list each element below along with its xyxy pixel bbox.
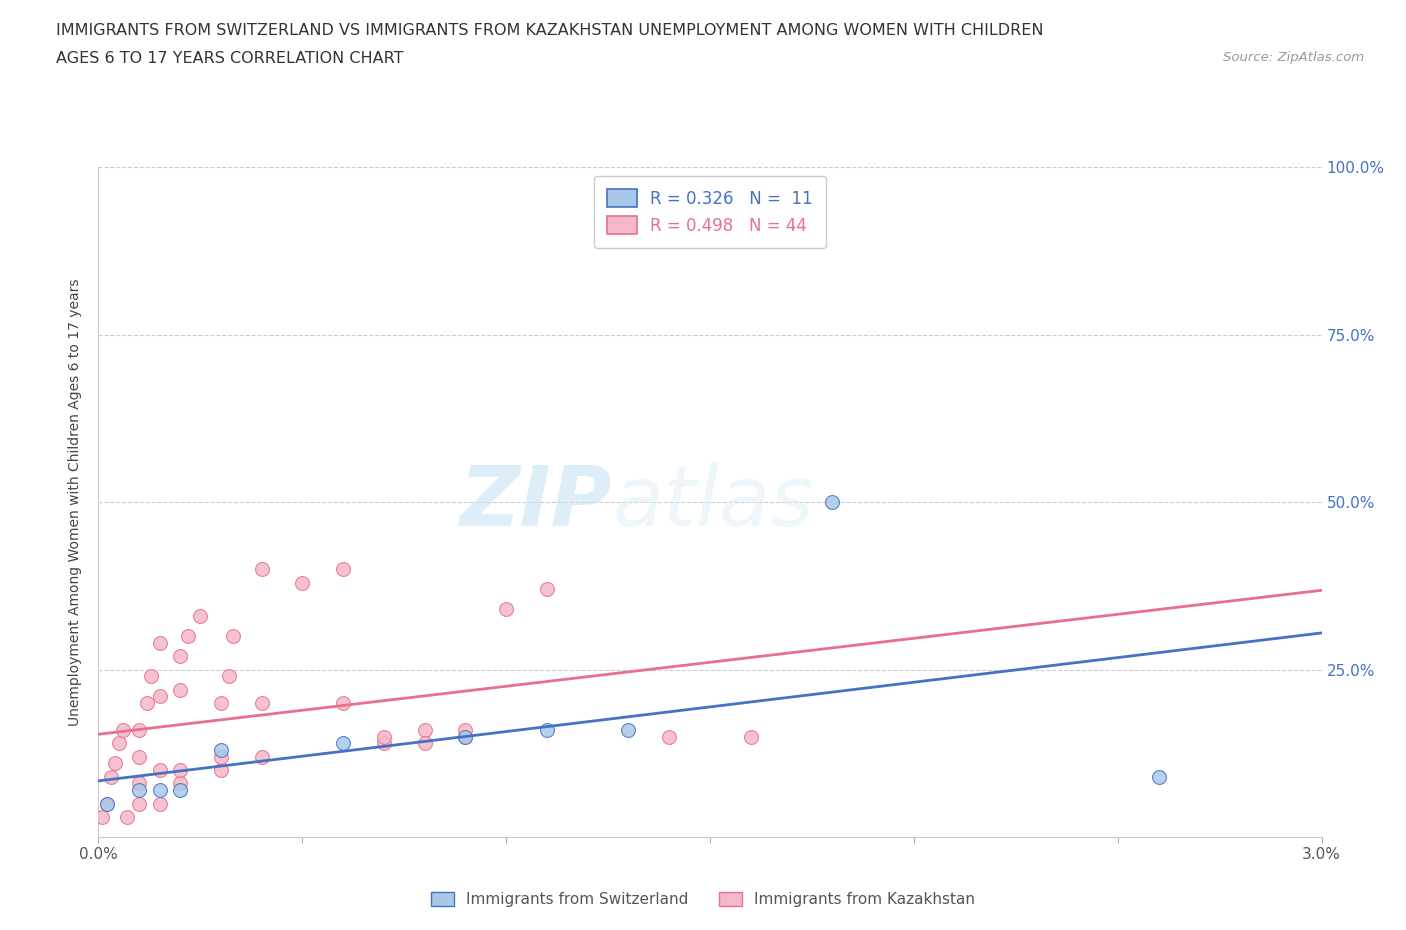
Point <box>209 742 232 757</box>
Point <box>141 669 163 684</box>
Point <box>128 723 150 737</box>
Point <box>209 696 232 711</box>
Point <box>413 723 436 737</box>
Point <box>495 602 517 617</box>
Point <box>169 783 191 798</box>
Y-axis label: Unemployment Among Women with Children Ages 6 to 17 years: Unemployment Among Women with Children A… <box>69 278 83 726</box>
Point <box>209 750 232 764</box>
Point <box>658 729 681 744</box>
Point <box>188 608 212 623</box>
Point <box>169 649 191 664</box>
Point <box>250 750 273 764</box>
Point <box>96 796 118 811</box>
Point <box>332 736 354 751</box>
Point <box>100 769 122 784</box>
Text: AGES 6 TO 17 YEARS CORRELATION CHART: AGES 6 TO 17 YEARS CORRELATION CHART <box>56 51 404 66</box>
Text: IMMIGRANTS FROM SWITZERLAND VS IMMIGRANTS FROM KAZAKHSTAN UNEMPLOYMENT AMONG WOM: IMMIGRANTS FROM SWITZERLAND VS IMMIGRANT… <box>56 23 1043 38</box>
Point <box>454 729 477 744</box>
Point <box>454 723 477 737</box>
Point <box>373 729 395 744</box>
Point <box>96 796 118 811</box>
Point <box>209 763 232 777</box>
Text: atlas: atlas <box>612 461 814 543</box>
Legend: Immigrants from Switzerland, Immigrants from Kazakhstan: Immigrants from Switzerland, Immigrants … <box>425 885 981 913</box>
Point <box>373 736 395 751</box>
Point <box>128 783 150 798</box>
Point <box>149 796 172 811</box>
Legend: R = 0.326   N =  11, R = 0.498   N = 44: R = 0.326 N = 11, R = 0.498 N = 44 <box>593 176 827 248</box>
Point <box>332 562 354 577</box>
Point <box>177 629 200 644</box>
Point <box>104 756 127 771</box>
Point <box>128 796 150 811</box>
Point <box>91 809 114 824</box>
Point <box>108 736 131 751</box>
Point <box>115 809 138 824</box>
Point <box>332 696 354 711</box>
Point <box>169 683 191 698</box>
Text: Source: ZipAtlas.com: Source: ZipAtlas.com <box>1223 51 1364 64</box>
Point <box>454 729 477 744</box>
Point <box>250 696 273 711</box>
Point <box>222 629 245 644</box>
Point <box>617 723 640 737</box>
Text: ZIP: ZIP <box>460 461 612 543</box>
Point <box>1147 769 1170 784</box>
Point <box>149 763 172 777</box>
Point <box>821 495 844 510</box>
Point <box>136 696 159 711</box>
Point <box>169 776 191 790</box>
Point <box>291 575 314 590</box>
Point <box>149 635 172 650</box>
Point <box>128 776 150 790</box>
Point <box>536 723 558 737</box>
Point <box>250 562 273 577</box>
Point <box>740 729 762 744</box>
Point <box>536 582 558 597</box>
Point <box>169 763 191 777</box>
Point <box>149 783 172 798</box>
Point <box>111 723 134 737</box>
Point <box>128 750 150 764</box>
Point <box>218 669 240 684</box>
Point <box>413 736 436 751</box>
Point <box>149 689 172 704</box>
